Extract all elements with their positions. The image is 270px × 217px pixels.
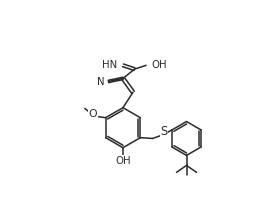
Text: N: N: [97, 77, 104, 87]
Text: OH: OH: [151, 59, 167, 69]
Text: S: S: [160, 125, 167, 138]
Text: OH: OH: [115, 156, 131, 166]
Text: O: O: [89, 109, 97, 119]
Text: HN: HN: [102, 59, 117, 69]
